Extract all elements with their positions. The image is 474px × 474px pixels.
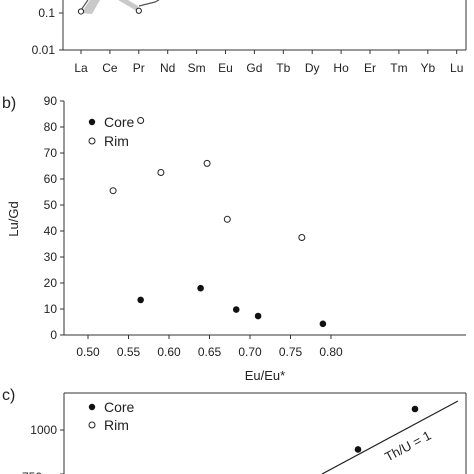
panel-b-rim-point xyxy=(157,169,165,176)
panel-b-legend-label-core: Core xyxy=(104,114,135,130)
panel-b-legend-label-rim: Rim xyxy=(104,133,129,149)
panel-a-x-tick-label-er: Er xyxy=(364,61,376,75)
panel-c-reference-line xyxy=(321,400,459,474)
panel-b-x-tick-label: 0.80 xyxy=(319,345,343,359)
panel-c-legend-label-rim: Rim xyxy=(104,417,129,433)
panel-b-x-tick-label: 0.50 xyxy=(76,345,100,359)
panel-b-x-axis-title: Eu/Eu* xyxy=(245,368,285,383)
panel-a-x-tick-label-pr: Pr xyxy=(133,61,145,75)
panel-b-x-tick-label: 0.70 xyxy=(238,345,262,359)
panel-b-y-tick-label: 0 xyxy=(50,328,57,342)
panel-b-core-point xyxy=(319,320,327,328)
panel-b-y-axis-title: Lu/Gd xyxy=(6,201,21,236)
panel-b-core-point xyxy=(197,284,204,292)
panel-c-legend-label-core: Core xyxy=(104,399,135,415)
panel-a-y-tick-label: 0.1 xyxy=(38,6,55,20)
panel-b-x-tick-label: 0.55 xyxy=(117,345,141,359)
panel-b-rim-point xyxy=(203,159,211,167)
panel-c-y-tick-label: 1000 xyxy=(30,423,57,437)
panel-a-pattern-line xyxy=(80,0,89,11)
panel-b-rim-point xyxy=(223,215,231,223)
panel-a-envelope xyxy=(81,0,100,14)
panel-c-legend-marker-core xyxy=(88,403,96,411)
panel-c-core-point xyxy=(411,405,419,413)
panel-b-legend-marker-core xyxy=(88,118,96,126)
panel-b-rim-point xyxy=(298,234,306,241)
panel-c-annotation: Th/U = 1 xyxy=(382,428,433,465)
panel-a-x-tick-label-yb: Yb xyxy=(420,61,435,75)
panel-a-x-tick-label-dy: Dy xyxy=(305,61,320,75)
panel-b-rim-point xyxy=(137,117,145,124)
panel-c-core-point xyxy=(354,446,362,453)
panel-a-x-tick-label-nd: Nd xyxy=(160,61,175,75)
panel-b-x-tick-label: 0.60 xyxy=(157,345,181,359)
panel-a-x-tick-label-tm: Tm xyxy=(390,61,407,75)
panel-b-y-tick-label: 40 xyxy=(44,224,58,238)
panel-b-core-point xyxy=(137,296,144,304)
panel-a-x-tick-label-la: La xyxy=(74,61,88,75)
panel-a-envelope xyxy=(118,0,140,12)
panel-a-x-tick-label-gd: Gd xyxy=(246,61,262,75)
panel-c-y-tick-label-partial: 750 xyxy=(22,470,42,474)
panel-b-x-tick-label: 0.65 xyxy=(198,345,222,359)
panel-a-x-tick-label-eu: Eu xyxy=(218,61,233,75)
panel-a-x-tick-label-sm: Sm xyxy=(188,61,206,75)
panel-c-legend-marker-rim xyxy=(88,421,96,429)
panel-a-x-tick-label-lu: Lu xyxy=(450,61,463,75)
panel-b-core-point xyxy=(232,306,240,313)
panel-b-y-tick-label: 20 xyxy=(44,276,58,290)
panel-b-label: b) xyxy=(2,95,16,112)
panel-b-y-tick-label: 50 xyxy=(44,198,58,212)
panel-b-y-tick-label: 30 xyxy=(44,250,58,264)
panel-a-x-tick-label-ce: Ce xyxy=(102,61,118,75)
panel-a-pattern-line xyxy=(138,0,160,7)
panel-b-x-tick-label: 0.75 xyxy=(279,345,303,359)
panel-b-y-tick-label: 90 xyxy=(44,94,58,108)
panel-a-data-point xyxy=(77,8,85,15)
panel-b-legend-marker-rim xyxy=(88,137,96,145)
panel-a-data-point xyxy=(135,7,142,14)
panel-c-label: c) xyxy=(2,387,15,404)
panel-a-x-tick-label-ho: Ho xyxy=(333,61,349,75)
panel-b-y-tick-label: 80 xyxy=(44,120,58,134)
panel-b-y-tick-label: 70 xyxy=(44,146,58,160)
panel-b-rim-point xyxy=(109,187,117,195)
panel-b-y-tick-label: 60 xyxy=(44,172,58,186)
panel-a-x-tick-label-tb: Tb xyxy=(276,61,290,75)
panel-b-y-tick-label: 10 xyxy=(44,302,58,316)
panel-a-y-tick-label: 0.01 xyxy=(32,43,56,57)
panel-b-core-point xyxy=(254,312,262,320)
